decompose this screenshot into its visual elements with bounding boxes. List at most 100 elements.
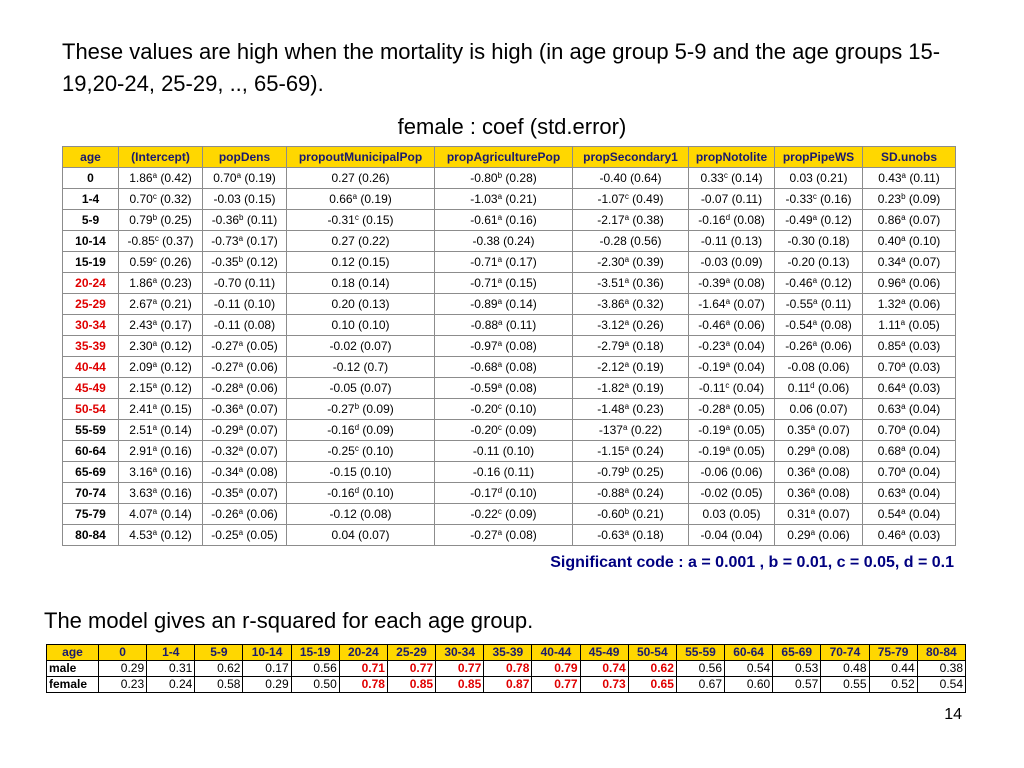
std-error: (0.13): [358, 297, 390, 311]
coef-cell: 0.64a (0.03): [862, 377, 956, 399]
std-error: (0.12): [160, 339, 192, 353]
significance-mark: a: [352, 192, 358, 201]
std-error: (0.15): [505, 276, 537, 290]
coef-cell: -0.27a (0.06): [202, 356, 287, 378]
coef-value: -2.79: [597, 339, 625, 353]
coef-cell: 0.20 (0.13): [286, 293, 435, 315]
coef-value: -0.35: [211, 486, 239, 500]
std-error: (0.42): [160, 171, 192, 185]
coef-value: 2.91: [129, 444, 153, 458]
significance-mark: c: [497, 402, 502, 411]
significance-mark: c: [723, 171, 728, 180]
coef-header-cell: propPipeWS: [774, 146, 863, 168]
age-cell: 0: [62, 167, 119, 189]
coef-value: 0.27: [331, 234, 355, 248]
coef-cell: -0.54a (0.08): [774, 314, 863, 336]
significance-mark: a: [725, 402, 731, 411]
significance-mark: a: [238, 486, 244, 495]
std-error: (0.06): [820, 339, 852, 353]
significance-mark: b: [152, 213, 158, 222]
significance-mark: b: [238, 255, 244, 264]
std-error: (0.06): [246, 381, 278, 395]
coef-cell: 3.16a (0.16): [118, 461, 203, 483]
coef-value: -0.25: [211, 528, 239, 542]
std-error: (0.16): [160, 444, 192, 458]
coef-cell: 0.70a (0.03): [862, 356, 956, 378]
significance-mark: a: [624, 486, 630, 495]
coef-value: -0.17: [470, 486, 498, 500]
coef-value: 0.59: [129, 255, 153, 269]
coef-value: 1.32: [877, 297, 902, 311]
std-error: (0.05): [733, 444, 765, 458]
coef-cell: -0.26a (0.06): [774, 335, 863, 357]
coef-cell: 0.85a (0.03): [862, 335, 956, 357]
coef-cell: 2.67a (0.21): [118, 293, 203, 315]
std-error: (0.21): [632, 507, 664, 521]
std-error: (0.11): [503, 465, 535, 479]
std-error: (0.12): [820, 213, 852, 227]
coef-cell: 0.86a (0.07): [862, 209, 956, 231]
coef-value: -0.68: [470, 360, 498, 374]
coef-cell: -0.31c (0.15): [286, 209, 435, 231]
significance-mark: a: [810, 486, 816, 495]
coef-value: 0.12: [331, 255, 355, 269]
coef-value: -0.38: [472, 234, 500, 248]
std-error: (0.10): [360, 465, 392, 479]
std-error: (0.07): [733, 297, 765, 311]
coef-value: -0.16: [698, 213, 726, 227]
significance-mark: c: [354, 213, 359, 222]
coef-cell: -0.71a (0.15): [434, 272, 573, 294]
std-error: (0.08): [505, 360, 537, 374]
coef-cell: 2.09a (0.12): [118, 356, 203, 378]
significance-mark: a: [901, 255, 906, 264]
std-error: (0.05): [731, 486, 763, 500]
significance-mark: a: [624, 528, 630, 537]
coef-cell: -0.38 (0.24): [434, 230, 573, 252]
std-error: (0.25): [632, 465, 664, 479]
coef-cell: 4.53a (0.12): [118, 524, 203, 546]
std-error: (0.07): [246, 402, 278, 416]
std-error: (0.26): [632, 318, 664, 332]
coef-cell: -0.11c (0.04): [688, 377, 775, 399]
rsq-value: 0.24: [146, 676, 196, 693]
coef-value: 1.86: [129, 171, 153, 185]
coef-value: -0.27: [211, 339, 239, 353]
coef-cell: 2.91a (0.16): [118, 440, 203, 462]
significance-mark: c: [354, 444, 359, 453]
rsq-value: 0.31: [146, 660, 196, 677]
coef-value: -0.27: [211, 360, 239, 374]
coef-value: 3.16: [129, 465, 153, 479]
std-error: (0.14): [731, 171, 763, 185]
rsq-age-header: 60-64: [724, 644, 774, 661]
coef-value: -0.08: [787, 360, 815, 374]
coef-value: -1.48: [597, 402, 625, 416]
std-error: (0.32): [160, 192, 192, 206]
std-error: (0.17): [160, 318, 192, 332]
coef-cell: 0.29a (0.08): [774, 440, 863, 462]
std-error: (0.08): [246, 465, 278, 479]
std-error: (0.22): [358, 234, 390, 248]
coef-cell: -0.30 (0.18): [774, 230, 863, 252]
rsq-value: 0.56: [675, 660, 726, 677]
coef-value: -0.16: [327, 423, 355, 437]
coef-cell: -0.19a (0.04): [688, 356, 775, 378]
coef-value: -0.40: [599, 171, 627, 185]
age-cell: 25-29: [62, 293, 119, 315]
significance-mark: a: [725, 339, 731, 348]
std-error: (0.24): [632, 486, 664, 500]
std-error: (0.03): [908, 339, 941, 353]
std-error: (0.04): [908, 444, 941, 458]
std-error: (0.37): [162, 234, 194, 248]
coef-value: 0.64: [877, 381, 902, 395]
std-error: (0.10): [502, 444, 535, 458]
std-error: (0.15): [362, 213, 394, 227]
coef-cell: -0.49a (0.12): [774, 209, 863, 231]
coef-value: 0.34: [877, 255, 902, 269]
rsq-value: 0.78: [338, 676, 388, 693]
coef-cell: -0.27a (0.05): [202, 335, 287, 357]
rsq-value: 0.53: [772, 660, 822, 677]
coef-cell: 0.18 (0.14): [286, 272, 435, 294]
coef-value: -1.03: [470, 192, 498, 206]
std-error: (0.09): [505, 507, 537, 521]
coef-cell: 0.70c (0.32): [118, 188, 203, 210]
